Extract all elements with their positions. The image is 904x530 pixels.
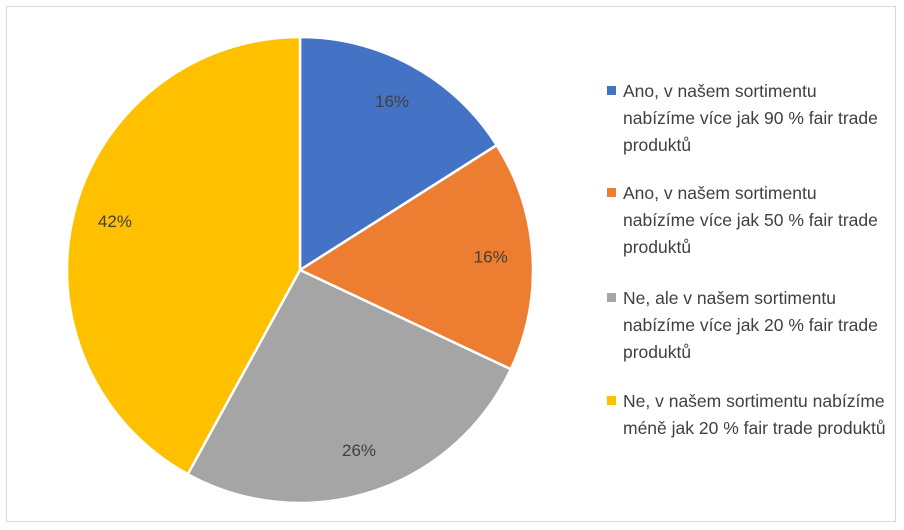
chart-border [6, 6, 896, 522]
legend-marker [607, 396, 616, 405]
data-label: 16% [474, 247, 508, 266]
data-label: 16% [375, 92, 409, 111]
legend-marker [607, 86, 616, 95]
legend-item: Ne, v našem sortimentu nabízíme méně jak… [607, 388, 892, 442]
legend-label: Ne, ale v našem sortimentu nabízíme více… [623, 288, 878, 362]
pie-slice [297, 143, 535, 371]
legend-marker [607, 188, 616, 197]
data-label: 26% [342, 441, 376, 460]
pie-slice [298, 35, 499, 273]
legend-item: Ne, ale v našem sortimentu nabízíme více… [607, 285, 892, 366]
pie-slice [65, 35, 302, 476]
legend-marker [607, 293, 616, 302]
legend-label: Ano, v našem sortimentu nabízíme více ja… [623, 183, 878, 257]
legend-item: Ano, v našem sortimentu nabízíme více ja… [607, 180, 892, 261]
legend-label: Ne, v našem sortimentu nabízíme méně jak… [623, 391, 886, 438]
data-label: 42% [98, 212, 132, 231]
legend-label: Ano, v našem sortimentu nabízíme více ja… [623, 81, 878, 155]
legend-item: Ano, v našem sortimentu nabízíme více ja… [607, 78, 892, 159]
